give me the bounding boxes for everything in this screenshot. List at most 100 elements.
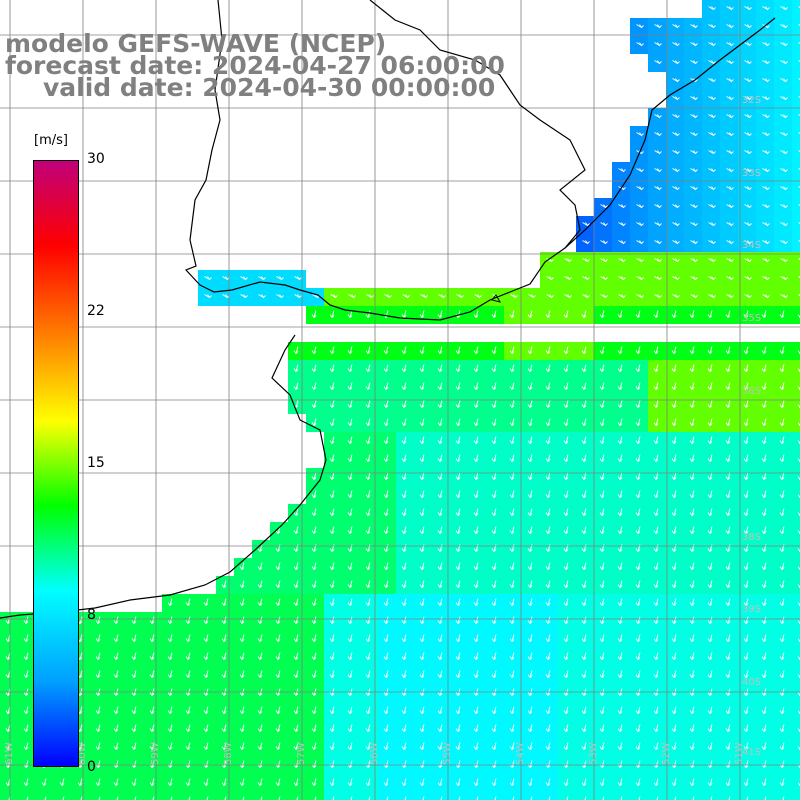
wind-cell (702, 792, 720, 800)
wind-cell (774, 270, 792, 288)
wind-arrow (474, 294, 482, 299)
wind-arrow (113, 778, 119, 787)
wind-arrow (458, 796, 461, 800)
wind-arrow (329, 382, 335, 391)
wind-arrow (617, 526, 623, 535)
wind-arrow (618, 168, 626, 173)
wind-arrow (744, 78, 752, 83)
wind-arrow (672, 258, 680, 263)
wind-arrow (221, 652, 227, 661)
wind-cell (756, 198, 774, 216)
wind-cell (702, 144, 720, 162)
wind-arrow (689, 616, 695, 625)
wind-cell (756, 54, 774, 72)
wind-arrow (329, 670, 335, 679)
wind-arrow (455, 742, 461, 751)
wind-arrow (707, 436, 713, 445)
wind-arrow (635, 742, 641, 751)
wind-cell (468, 792, 486, 800)
wind-arrow (527, 382, 533, 391)
wind-arrow (149, 634, 155, 643)
wind-arrow (329, 310, 335, 319)
wind-arrow (257, 616, 263, 625)
wind-cell (792, 216, 800, 234)
wind-arrow (653, 418, 659, 427)
wind-arrow (347, 472, 353, 481)
wind-arrow (545, 472, 551, 481)
wind-arrow (365, 670, 371, 679)
wind-cell (702, 216, 720, 234)
wind-cell (738, 0, 756, 18)
wind-arrow (473, 742, 479, 751)
longitude-label: 51W (734, 742, 745, 765)
wind-arrow (491, 580, 497, 589)
wind-arrow (258, 276, 266, 281)
wind-arrow (671, 454, 677, 463)
wind-cell (522, 792, 540, 800)
wind-arrow (671, 418, 677, 427)
wind-arrow (797, 404, 800, 409)
wind-arrow (653, 364, 659, 373)
wind-cell (648, 162, 666, 180)
wind-arrow (311, 652, 317, 661)
wind-arrow (726, 168, 734, 173)
wind-arrow (383, 616, 389, 625)
wind-cell (324, 288, 342, 306)
wind-arrow (509, 778, 515, 787)
wind-arrow (473, 364, 479, 373)
wind-arrow (761, 418, 767, 427)
wind-arrow (653, 670, 659, 679)
wind-arrow (419, 508, 425, 517)
wind-arrow (242, 796, 245, 800)
wind-arrow (437, 652, 443, 661)
wind-arrow (797, 782, 800, 787)
wind-arrow (473, 580, 479, 589)
wind-arrow (473, 670, 479, 679)
wind-cell (756, 234, 774, 252)
wind-arrow (455, 760, 461, 769)
wind-arrow (780, 78, 788, 83)
wind-cell (702, 270, 720, 288)
wind-arrow (293, 580, 299, 589)
wind-cell (792, 360, 800, 378)
wind-arrow (221, 778, 227, 787)
wind-arrow (383, 778, 389, 787)
wind-arrow (203, 706, 209, 715)
wind-arrow (726, 42, 734, 47)
colorbar-unit: [m/s] (34, 133, 68, 148)
wind-cell (630, 126, 648, 144)
wind-arrow (636, 186, 644, 191)
wind-arrow (762, 240, 770, 245)
wind-arrow (617, 580, 623, 589)
wind-arrow (491, 472, 497, 481)
wind-arrow (113, 760, 119, 769)
wind-arrow (582, 276, 590, 281)
wind-arrow (350, 796, 353, 800)
wind-cell (594, 792, 612, 800)
wind-arrow (707, 346, 713, 355)
wind-arrow (527, 598, 533, 607)
wind-arrow (329, 778, 335, 787)
wind-arrow (743, 724, 749, 733)
wind-arrow (672, 204, 680, 209)
wind-arrow (113, 616, 119, 625)
wind-arrow (437, 634, 443, 643)
wind-arrow (311, 706, 317, 715)
wind-arrow (726, 258, 734, 263)
wind-arrow (744, 24, 752, 29)
wind-arrow (779, 724, 785, 733)
wind-arrow (365, 634, 371, 643)
wind-arrow (761, 706, 767, 715)
wind-arrow (654, 132, 662, 137)
wind-arrow (401, 670, 407, 679)
wind-arrow (545, 490, 551, 499)
wind-arrow (275, 706, 281, 715)
wind-arrow (690, 240, 698, 245)
wind-arrow (563, 346, 569, 355)
wind-arrow (383, 526, 389, 535)
wind-arrow (149, 670, 155, 679)
wind-arrow (311, 418, 317, 427)
wind-arrow (257, 652, 263, 661)
wind-cell (702, 72, 720, 90)
wind-cell (360, 288, 378, 306)
